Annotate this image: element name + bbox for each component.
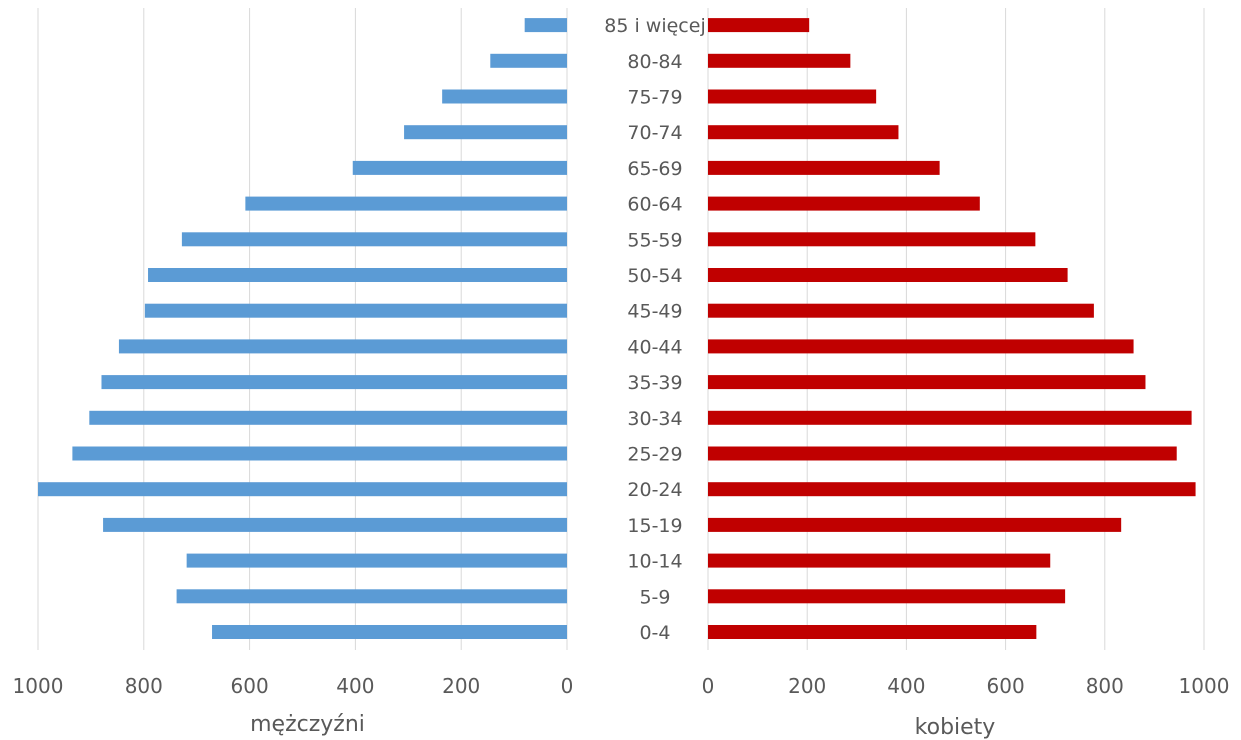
female-bar [708,446,1177,461]
right-tick-label: 200 [788,674,826,698]
left-tick-label: 200 [442,674,480,698]
age-group-label: 25-29 [627,444,682,466]
age-group-label: 75-79 [627,87,682,109]
female-bar [708,89,877,104]
female-bar [708,125,899,140]
gridlines [37,8,1205,650]
right-tick-label: 0 [702,674,715,698]
male-bar [245,196,568,211]
age-group-label: 65-69 [627,158,682,180]
male-bar [72,446,567,461]
age-group-label: 60-64 [627,194,682,216]
age-group-label: 50-54 [627,265,682,287]
right-tick-label: 800 [1086,674,1124,698]
male-bars [38,18,568,639]
left-tick-label: 600 [231,674,269,698]
right-axis-title: kobiety [915,715,996,740]
left-tick-label: 400 [336,674,374,698]
age-group-label: 30-34 [627,408,682,430]
left-tick-label: 0 [561,674,574,698]
right-axis-ticks: 0 200 400 600 800 1000 [702,674,1230,698]
right-tick-label: 400 [887,674,925,698]
male-bar [144,303,567,318]
male-bar [118,339,567,354]
female-bar [708,53,851,68]
female-bar [708,589,1066,604]
male-bar [212,625,567,639]
age-group-label: 70-74 [627,122,682,144]
female-bar [708,410,1192,425]
age-group-label: 35-39 [627,372,682,394]
male-bar [101,375,567,390]
female-bar [708,196,980,211]
male-bar [352,160,567,175]
age-group-label: 5-9 [639,586,670,608]
female-bar [708,339,1134,354]
age-group-label: 85 i więcej [604,15,705,37]
male-bar [442,89,567,104]
age-group-labels: 0-4 5-9 10-14 15-19 20-24 25-29 30-34 35-39 40-4… [604,15,705,644]
male-bar [38,482,567,497]
age-group-label: 10-14 [627,551,682,573]
female-bar [708,553,1051,568]
female-bar [708,160,940,175]
age-group-label: 80-84 [627,51,682,73]
female-bar [708,303,1094,318]
left-axis-title: mężczyźni [250,712,365,737]
age-group-label: 40-44 [627,336,682,358]
female-bar [708,375,1146,390]
left-tick-label: 1000 [13,674,64,698]
male-bar [89,410,568,425]
female-bar [708,18,810,33]
age-group-label: 55-59 [627,229,682,251]
age-group-label: 20-24 [627,479,682,501]
male-bar [148,268,568,282]
male-bar [103,517,567,532]
female-bar [708,517,1122,532]
male-bar [176,589,567,604]
male-bar [186,553,568,568]
left-tick-label: 800 [125,674,163,698]
right-tick-label: 1000 [1179,674,1230,698]
right-tick-label: 600 [987,674,1025,698]
female-bar [708,482,1196,497]
age-group-label: 0-4 [639,622,670,644]
male-bar [181,232,567,247]
age-group-label: 15-19 [627,515,682,537]
male-bar [524,18,567,33]
male-bar [404,125,567,140]
female-bar [708,625,1037,639]
female-bar [708,232,1036,247]
left-axis-ticks: 1000 800 600 400 200 0 [13,674,574,698]
female-bar [708,268,1068,282]
age-group-label: 45-49 [627,301,682,323]
male-bar [490,53,567,68]
female-bars [708,18,1196,639]
